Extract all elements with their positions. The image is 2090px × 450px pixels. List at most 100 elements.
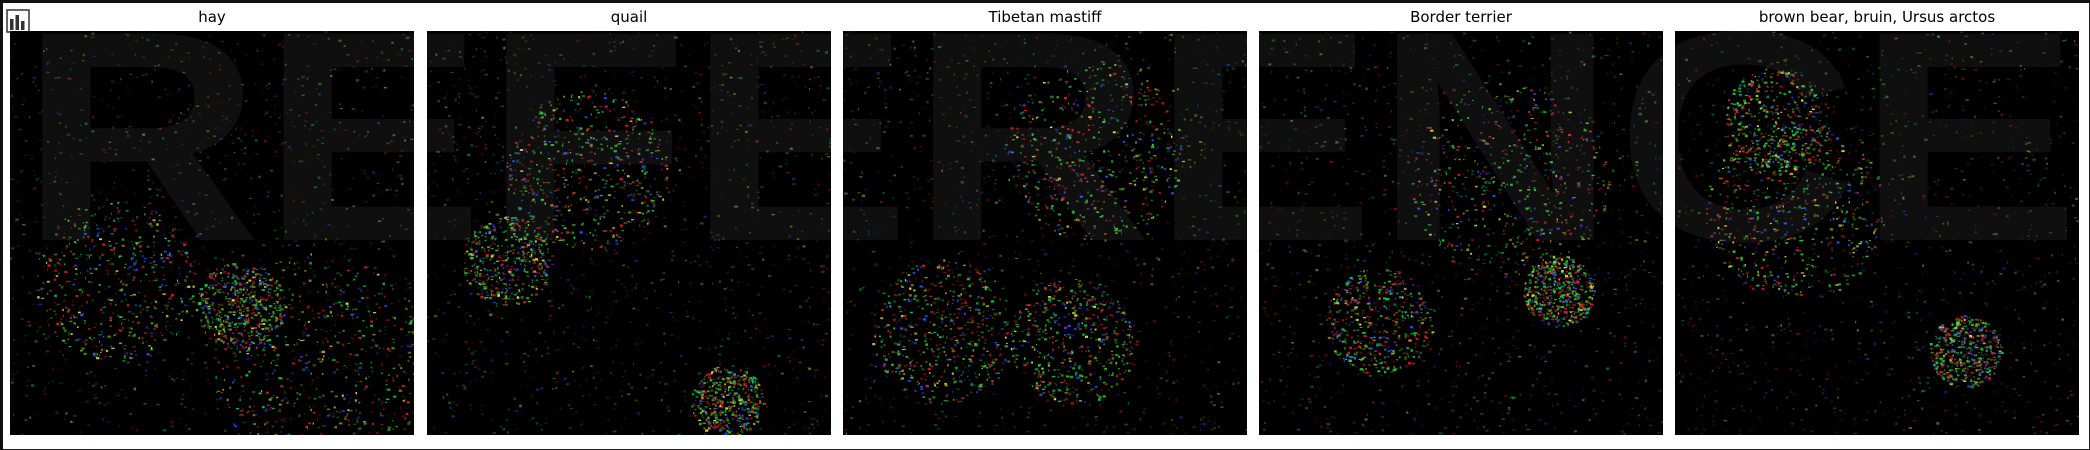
noise-speck [818, 126, 821, 129]
noise-speck [637, 100, 639, 103]
noise-speck [359, 362, 363, 365]
noise-speck [186, 299, 189, 301]
noise-speck [235, 282, 237, 285]
noise-speck [705, 186, 708, 189]
noise-speck [593, 209, 596, 211]
noise-speck [179, 418, 182, 420]
noise-speck [743, 377, 747, 381]
noise-speck [656, 157, 659, 160]
noise-speck [592, 326, 594, 329]
noise-speck [721, 84, 725, 86]
noise-speck [573, 333, 577, 335]
noise-speck [319, 360, 323, 363]
noise-speck [308, 320, 310, 323]
noise-speck [231, 304, 235, 307]
noise-speck [218, 332, 221, 335]
noise-speck [281, 277, 284, 279]
noise-speck [552, 218, 557, 221]
noise-speck [506, 165, 509, 168]
noise-speck [230, 339, 232, 342]
noise-speck [146, 245, 150, 248]
noise-speck [522, 252, 526, 254]
noise-speck [221, 321, 223, 323]
noise-speck [477, 268, 479, 270]
noise-speck [553, 117, 557, 119]
noise-speck [365, 326, 368, 328]
noise-speck [63, 300, 66, 302]
noise-speck [146, 221, 149, 223]
noise-speck [584, 339, 587, 341]
noise-speck [722, 420, 725, 423]
noise-speck [246, 357, 250, 360]
noise-speck [479, 192, 481, 195]
noise-speck [259, 283, 262, 286]
noise-speck [526, 246, 529, 248]
noise-speck [265, 283, 269, 287]
noise-speck [673, 319, 677, 322]
noise-speck [479, 258, 482, 260]
noise-speck [586, 201, 590, 203]
noise-speck [133, 263, 136, 266]
noise-speck [656, 164, 658, 166]
noise-speck [496, 293, 499, 296]
noise-speck [635, 180, 639, 182]
noise-speck [743, 426, 746, 429]
noise-speck [384, 332, 387, 335]
noise-speck [473, 277, 476, 280]
noise-speck [643, 173, 647, 175]
noise-speck [748, 376, 750, 379]
noise-speck [353, 423, 356, 425]
noise-speck [714, 413, 718, 416]
noise-speck [466, 209, 468, 212]
noise-speck [737, 281, 740, 283]
noise-speck [60, 317, 63, 320]
noise-speck [93, 245, 96, 248]
noise-speck [555, 219, 557, 221]
noise-speck [210, 316, 213, 319]
noise-speck [59, 122, 62, 124]
noise-speck [622, 99, 625, 102]
noise-speck [810, 423, 814, 426]
noise-speck [742, 401, 747, 403]
noise-speck [505, 295, 508, 298]
noise-speck [217, 283, 220, 285]
noise-speck [503, 283, 507, 285]
noise-speck [306, 306, 310, 309]
noise-speck [721, 64, 723, 67]
noise-speck [310, 253, 312, 256]
noise-speck [451, 136, 455, 138]
noise-speck [91, 116, 95, 119]
noise-speck [378, 347, 381, 349]
noise-speck [399, 328, 404, 331]
noise-speck [614, 190, 616, 193]
noise-speck [242, 282, 247, 285]
noise-speck [639, 224, 641, 227]
noise-speck [222, 335, 226, 338]
noise-speck [519, 149, 523, 151]
noise-speck [254, 278, 258, 281]
noise-speck [343, 255, 346, 257]
noise-speck [458, 93, 461, 95]
noise-speck [525, 258, 528, 261]
noise-speck [231, 307, 233, 309]
noise-speck [720, 422, 722, 425]
noise-speck [677, 169, 681, 171]
noise-speck [715, 417, 718, 420]
noise-speck [258, 332, 260, 334]
noise-speck [527, 117, 530, 120]
noise-speck [267, 273, 270, 275]
noise-speck [554, 190, 557, 192]
noise-speck [582, 274, 585, 276]
noise-speck [403, 121, 406, 123]
noise-speck [334, 240, 336, 242]
noise-speck [750, 124, 753, 126]
noise-speck [186, 132, 188, 134]
noise-speck [241, 407, 244, 411]
noise-speck [191, 315, 194, 317]
noise-speck [41, 297, 45, 299]
noise-speck [435, 53, 437, 56]
noise-speck [238, 163, 240, 166]
noise-speck [593, 404, 597, 406]
noise-speck [103, 403, 107, 406]
noise-speck [507, 216, 509, 218]
